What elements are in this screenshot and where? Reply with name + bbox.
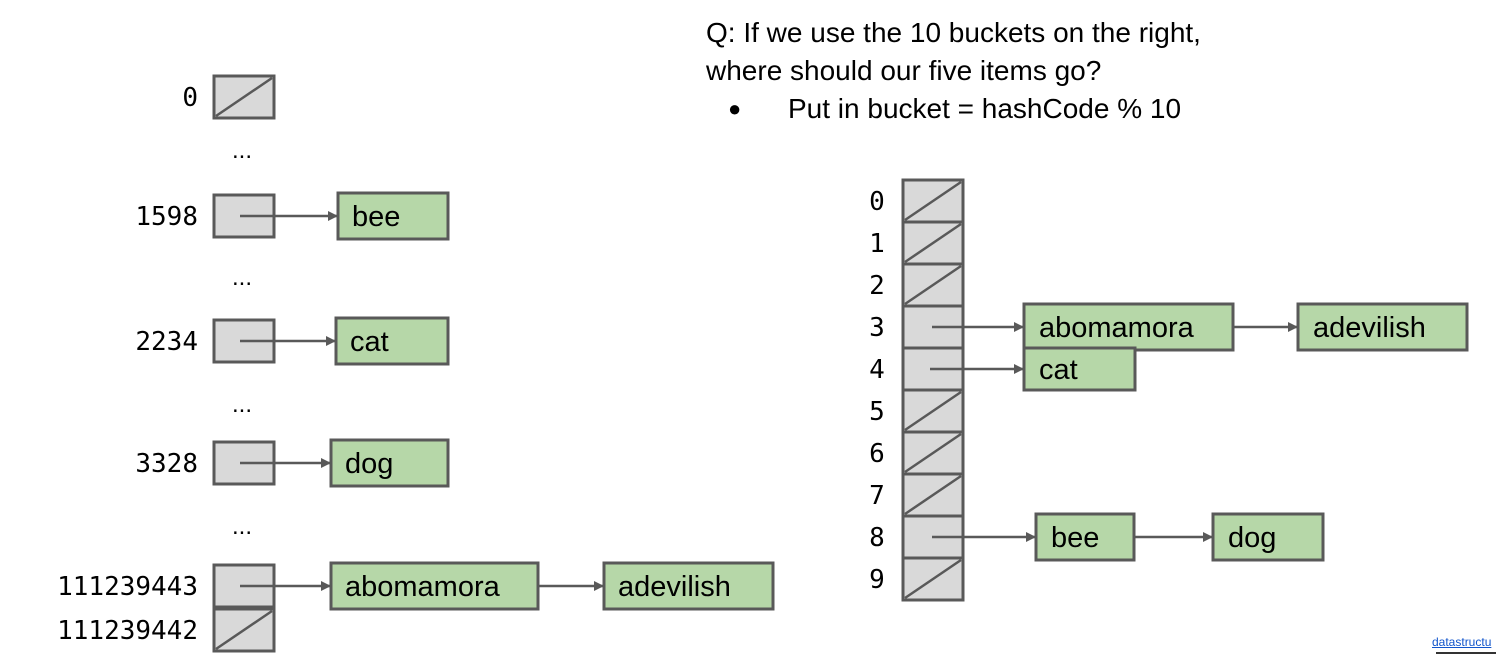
list-node xyxy=(602,561,775,611)
node-label: cat xyxy=(350,326,389,358)
bucket-index-label: 0 xyxy=(869,187,885,217)
node-label: abomamora xyxy=(1039,312,1195,344)
bucket-index-label: 5 xyxy=(869,397,885,427)
bucket-index-label: 3 xyxy=(869,313,885,343)
node-label: adevilish xyxy=(618,571,731,603)
node-label: bee xyxy=(1051,522,1099,554)
bucket-table: 0 1 2 3 abomamora adevilish 4 cat 5 6 7 8 bee dog 9 xyxy=(869,178,1469,602)
null-slash xyxy=(904,390,962,432)
node-label: bee xyxy=(352,201,400,233)
question-block: Q: If we use the 10 buckets on the right… xyxy=(706,14,1406,128)
null-slash xyxy=(904,432,962,474)
bucket-index-label: 6 xyxy=(869,439,885,469)
bucket-index-label: 7 xyxy=(869,481,885,511)
cc-license-badge xyxy=(1436,652,1496,660)
question-line-1: Q: If we use the 10 buckets on the right… xyxy=(706,17,1201,48)
bucket-index-label: 4 xyxy=(869,355,885,385)
bucket-index-label: 8 xyxy=(869,523,885,553)
row-index-label: 111239442 xyxy=(57,616,198,646)
node-label: dog xyxy=(1228,522,1276,554)
row-index-label: 2234 xyxy=(135,327,198,357)
list-node xyxy=(329,438,450,488)
question-bullets: Put in bucket = hashCode % 10 xyxy=(706,90,1406,128)
bucket-index-label: 1 xyxy=(869,229,885,259)
row-index-label: 1598 xyxy=(135,202,198,232)
null-slash xyxy=(215,76,273,118)
list-node xyxy=(329,561,540,611)
null-slash xyxy=(904,558,962,600)
ellipsis: ... xyxy=(232,137,252,164)
row-index-label: 3328 xyxy=(135,449,198,479)
direct-index-table: 0... 1598 bee... 2234 cat... 3328 dog... 111239… xyxy=(57,74,775,653)
node-label: abomamora xyxy=(345,571,501,603)
node-label: cat xyxy=(1039,354,1078,386)
question-line-2: where should our five items go? xyxy=(706,55,1102,86)
null-slash xyxy=(904,264,962,306)
ellipsis: ... xyxy=(232,264,252,291)
node-label: dog xyxy=(345,448,393,480)
null-slash xyxy=(215,609,273,651)
bullet-item: Put in bucket = hashCode % 10 xyxy=(706,90,1406,128)
row-index-label: 0 xyxy=(182,83,198,113)
ellipsis: ... xyxy=(232,513,252,540)
list-node xyxy=(1211,512,1325,562)
null-slash xyxy=(904,222,962,264)
null-slash xyxy=(904,474,962,516)
list-node xyxy=(336,191,450,241)
bucket-index-label: 2 xyxy=(869,271,885,301)
node-label: adevilish xyxy=(1313,312,1426,344)
footer-link[interactable]: datastructu xyxy=(1432,635,1492,649)
row-index-label: 111239443 xyxy=(57,572,198,602)
list-node xyxy=(1296,302,1469,352)
ellipsis: ... xyxy=(232,391,252,418)
list-node xyxy=(1022,302,1235,352)
bucket-index-label: 9 xyxy=(869,565,885,595)
list-node xyxy=(1022,346,1137,392)
list-node xyxy=(1034,512,1136,562)
null-slash xyxy=(904,180,962,222)
list-node xyxy=(334,316,450,366)
